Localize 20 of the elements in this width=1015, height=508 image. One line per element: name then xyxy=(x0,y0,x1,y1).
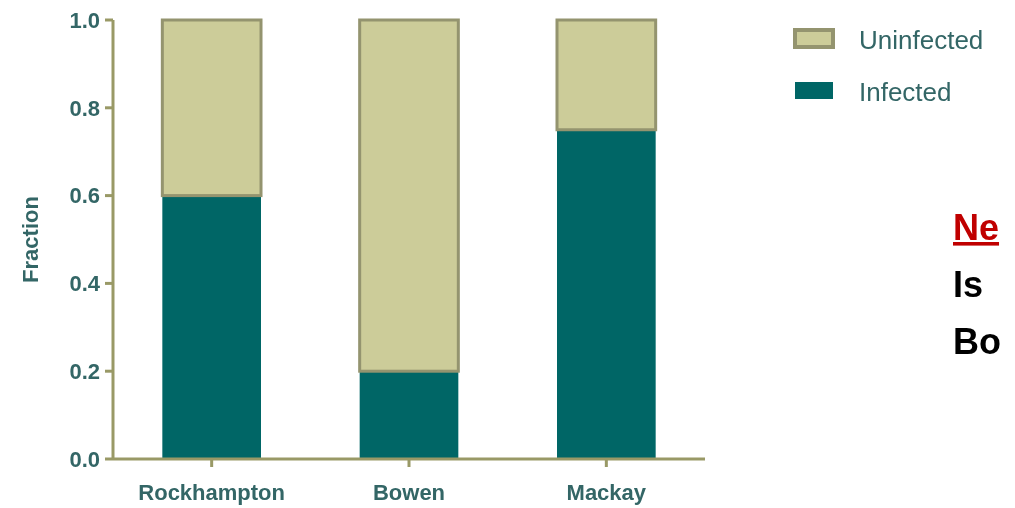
y-axis-title: Fraction xyxy=(18,196,43,283)
x-tick-label: Bowen xyxy=(372,480,446,505)
y-tick-label: 0.6 xyxy=(69,183,100,209)
bar xyxy=(555,18,658,132)
legend-label: Uninfected xyxy=(859,25,984,56)
bar xyxy=(160,18,263,198)
legend-label: Infected xyxy=(859,77,952,108)
bar xyxy=(358,18,460,373)
y-tick-label: 0.8 xyxy=(69,95,100,121)
text: Is xyxy=(953,264,984,305)
y-tick-label: 1.0 xyxy=(69,7,100,33)
bar xyxy=(557,129,656,459)
text: Ne xyxy=(953,207,1000,248)
text: Bo xyxy=(953,321,1001,362)
y-tick-label: 0.2 xyxy=(69,358,100,384)
x-tick-label: Rockhampton xyxy=(138,480,286,505)
y-tick-label: 0.0 xyxy=(69,446,100,472)
bar xyxy=(162,195,261,459)
x-tick-label: Mackay xyxy=(566,480,647,505)
y-tick-label: 0.4 xyxy=(69,271,101,297)
